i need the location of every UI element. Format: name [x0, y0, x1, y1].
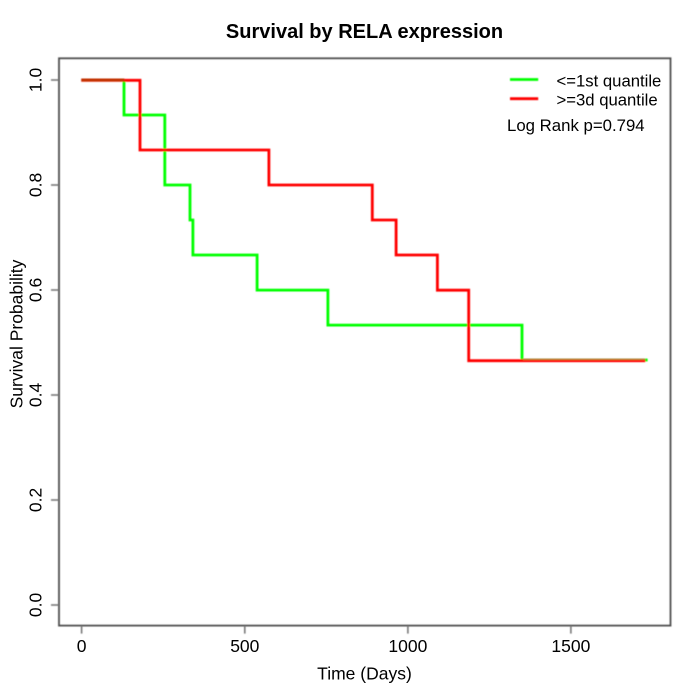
svg-text:1000: 1000	[388, 636, 427, 656]
svg-text:Survival by RELA expression: Survival by RELA expression	[226, 21, 503, 43]
svg-text:1500: 1500	[551, 636, 590, 656]
svg-text:Log Rank p=0.794: Log Rank p=0.794	[507, 116, 645, 135]
svg-text:0.2: 0.2	[26, 488, 46, 512]
svg-text:0.4: 0.4	[26, 383, 46, 408]
svg-text:>=3d quantile: >=3d quantile	[557, 91, 658, 110]
svg-text:<=1st quantile: <=1st quantile	[557, 71, 662, 90]
svg-text:0.8: 0.8	[26, 173, 46, 197]
svg-text:Survival Probability: Survival Probability	[7, 259, 27, 408]
svg-text:1.0: 1.0	[26, 68, 46, 93]
svg-text:0: 0	[77, 636, 87, 656]
svg-text:500: 500	[230, 636, 259, 656]
svg-text:0.0: 0.0	[26, 593, 46, 618]
svg-text:Time (Days): Time (Days)	[317, 664, 412, 684]
svg-text:0.6: 0.6	[26, 278, 46, 302]
